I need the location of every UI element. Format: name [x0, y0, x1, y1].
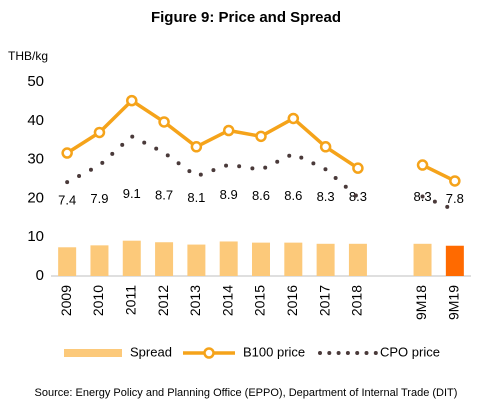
data-label: 7.4	[58, 193, 76, 208]
data-label: 8.7	[155, 188, 173, 203]
data-label: 9.1	[123, 186, 141, 201]
data-label: 8.1	[187, 190, 205, 205]
x-tick-label: 2011	[122, 285, 138, 315]
data-label: 8.6	[284, 188, 302, 203]
bar	[122, 240, 141, 276]
data-label: 8.6	[252, 188, 270, 203]
data-label: 7.8	[446, 191, 464, 206]
marker	[190, 141, 203, 153]
marker	[319, 141, 332, 153]
x-tick-label: 2009	[58, 285, 74, 316]
x-tick-label: 2012	[155, 285, 171, 316]
y-axis-label: THB/kg	[8, 49, 48, 63]
line	[421, 163, 456, 183]
data-label: 7.9	[90, 191, 108, 206]
source-note: Source: Energy Policy and Planning Offic…	[35, 387, 458, 399]
marker	[416, 159, 429, 171]
y-tick-label: 50	[27, 73, 44, 90]
marker	[449, 175, 461, 187]
y-tick-label: 30	[27, 151, 44, 168]
x-tick-label: 9M18	[413, 285, 429, 320]
data-label: 8.9	[220, 187, 238, 202]
bar	[155, 242, 174, 276]
bar	[316, 243, 335, 276]
bar	[252, 242, 270, 276]
line	[66, 98, 359, 170]
marker	[352, 162, 364, 174]
marker	[61, 147, 73, 159]
x-tick-label: 9M19	[446, 285, 462, 320]
x-tick-label: 2017	[316, 285, 332, 316]
marker	[158, 116, 170, 128]
x-tick-label: 2010	[90, 285, 106, 316]
bar	[445, 245, 464, 276]
bar	[58, 247, 77, 276]
y-tick-label: 20	[27, 189, 44, 206]
legend-swatch	[203, 347, 215, 359]
y-tick-label: 0	[36, 267, 44, 284]
bar	[413, 243, 432, 276]
legend-label: B100 price	[243, 344, 305, 359]
marker	[222, 124, 235, 137]
legend-label: Spread	[130, 344, 172, 359]
y-tick-label: 40	[27, 112, 44, 129]
legend-label: CPO price	[380, 344, 440, 359]
bar	[219, 241, 238, 276]
marker	[287, 112, 300, 125]
x-tick-label: 2018	[349, 285, 365, 316]
x-tick-label: 2014	[219, 285, 235, 316]
legend-swatch	[64, 349, 122, 357]
x-tick-label: 2015	[252, 285, 268, 316]
marker	[93, 126, 106, 139]
chart-title: Figure 9: Price and Spread	[151, 9, 341, 26]
y-tick-label: 10	[27, 228, 44, 245]
x-tick-label: 2016	[284, 285, 300, 316]
bar	[90, 245, 109, 276]
marker	[126, 94, 138, 107]
data-label: 8.3	[317, 189, 335, 204]
x-tick-label: 2013	[187, 285, 203, 316]
marker	[255, 130, 267, 143]
data-label: 8.3	[349, 189, 367, 204]
bar	[348, 243, 367, 276]
bar	[284, 242, 303, 276]
dotted-line	[65, 133, 360, 200]
bar	[187, 244, 206, 276]
